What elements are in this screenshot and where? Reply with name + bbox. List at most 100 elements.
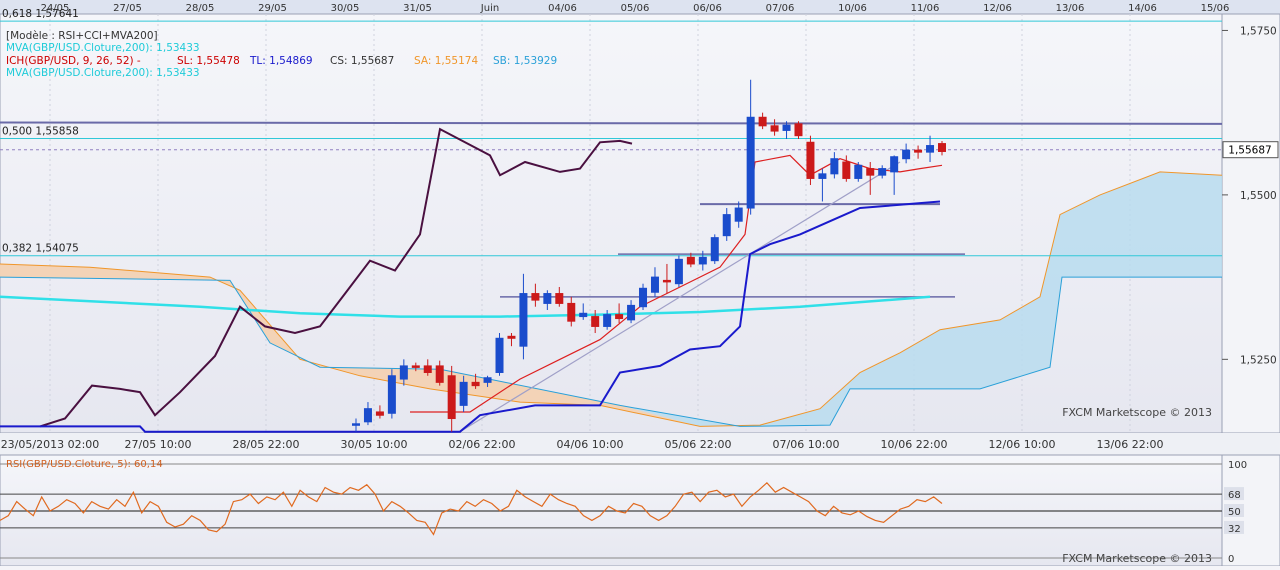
candle-up — [890, 156, 899, 173]
legend-mva: MVA(GBP/USD.Cloture,200): 1,53433 — [6, 42, 200, 54]
candle-up — [902, 149, 911, 160]
top-date-label: 12/06 — [983, 3, 1012, 14]
legend-model: [Modèle : RSI+CCI+MVA200] — [6, 30, 158, 42]
candles — [352, 79, 946, 432]
legend: [Modèle : RSI+CCI+MVA200]MVA(GBP/USD.Clo… — [6, 30, 557, 79]
kijun-sen-line — [0, 200, 941, 433]
rsi-level-label: 100 — [1228, 460, 1247, 471]
top-date-label: 31/05 — [403, 3, 432, 14]
candle-up — [483, 377, 492, 383]
candle-up — [734, 207, 743, 222]
bottom-date-label: 30/05 10:00 — [341, 438, 408, 451]
top-date-label: Juin — [480, 3, 499, 14]
candle-down — [435, 365, 444, 383]
candle-down — [806, 141, 815, 179]
top-date-label: 05/06 — [621, 3, 650, 14]
legend-sl: SL: 1,55478 — [177, 55, 240, 67]
candle-up — [926, 145, 935, 153]
top-date-label: 28/05 — [186, 3, 215, 14]
price-tick-label: 1,5500 — [1240, 190, 1277, 202]
chikou-span-line — [39, 127, 633, 428]
candle-down — [794, 123, 803, 137]
top-date-label: 07/06 — [766, 3, 795, 14]
trend-line — [459, 161, 901, 433]
price-axis — [1221, 13, 1280, 434]
candle-down — [914, 149, 923, 153]
candle-up — [830, 158, 839, 175]
candle-up — [639, 287, 648, 308]
current-price-label: 1,55687 — [1228, 145, 1271, 157]
senkou-b-line — [0, 276, 1222, 427]
legend-tl: TL: 1,54869 — [249, 55, 313, 67]
bottom-date-label: 27/05 10:00 — [125, 438, 192, 451]
rsi-line — [0, 481, 943, 536]
candle-down — [770, 125, 779, 132]
candle-down — [531, 293, 540, 301]
fib-label: 0,500 1,55858 — [2, 125, 79, 137]
price-tick-label: 1,5750 — [1240, 25, 1277, 37]
fib-label: 0,618 1,57641 — [2, 8, 79, 20]
candle-up — [854, 164, 863, 179]
top-date-strip — [0, 0, 1280, 14]
top-date-label: 15/06 — [1201, 3, 1230, 14]
cloud-bearish-fill — [0, 264, 700, 427]
candle-down — [591, 316, 600, 327]
candle-up — [722, 214, 731, 237]
rsi-indicator: 100 68 50 32 0 — [0, 460, 1247, 565]
bottom-date-label: 28/05 22:00 — [233, 438, 300, 451]
fib-levels: 0,618 1,57641 0,500 1,55858 0,382 1,54075 — [0, 8, 1223, 433]
candle-down — [866, 168, 875, 176]
current-price-box — [1222, 141, 1279, 159]
top-date-label: 14/06 — [1128, 3, 1157, 14]
bottom-date-label: 02/06 22:00 — [449, 438, 516, 451]
cloud-fill — [0, 171, 1222, 427]
candle-up — [650, 276, 659, 293]
candle-up — [579, 312, 588, 318]
top-date-label: 11/06 — [911, 3, 940, 14]
candle-down — [471, 381, 480, 387]
bottom-date-label: 10/06 22:00 — [881, 438, 948, 451]
candle-down — [447, 375, 456, 420]
top-date-label: 30/05 — [331, 3, 360, 14]
candle-down — [423, 365, 432, 373]
candle-up — [746, 116, 755, 209]
bottom-date-label: 13/06 22:00 — [1097, 438, 1164, 451]
price-tick-label: 1,5250 — [1240, 354, 1277, 366]
legend-cs: CS: 1,55687 — [330, 55, 394, 67]
mva200-line — [0, 295, 931, 318]
candle-up — [543, 293, 552, 304]
candle-up — [627, 304, 636, 321]
legend-mva-2: MVA(GBP/USD.Cloture,200): 1,53433 — [6, 67, 200, 79]
candle-up — [818, 173, 827, 179]
candle-down — [842, 161, 851, 179]
watermark-main: FXCM Marketscope © 2013 — [1062, 406, 1212, 419]
bottom-date-label: 04/06 10:00 — [557, 438, 624, 451]
candle-down — [686, 256, 695, 265]
candle-down — [938, 143, 946, 152]
watermark-rsi: FXCM Marketscope © 2013 — [1062, 552, 1212, 565]
fib-label: 0,382 1,54075 — [2, 243, 79, 255]
candle-down — [567, 302, 576, 322]
candle-up — [399, 365, 408, 380]
rsi-level-label: 32 — [1228, 524, 1241, 535]
candle-down — [375, 411, 384, 416]
top-date-label: 13/06 — [1056, 3, 1085, 14]
rsi-level-label: 50 — [1228, 507, 1241, 518]
resistance-line — [0, 121, 1223, 125]
rsi-level-box — [1224, 520, 1244, 534]
candle-down — [411, 365, 420, 368]
candle-down — [555, 293, 564, 304]
rsi-level-box — [1224, 487, 1244, 501]
top-date-label: 29/05 — [258, 3, 287, 14]
top-date-label: 24/05 — [41, 3, 70, 14]
top-date-label: 06/06 — [693, 3, 722, 14]
bottom-date-label: 07/06 10:00 — [773, 438, 840, 451]
candle-up — [519, 293, 528, 347]
candle-up — [459, 381, 468, 406]
legend-sb: SB: 1,53929 — [493, 55, 557, 67]
bottom-date-axis: 23/05/2013 02:00 27/05 10:00 28/05 22:00 30… — [1, 438, 1164, 451]
bottom-date-label: 12/06 10:00 — [989, 438, 1056, 451]
candle-up — [603, 314, 612, 327]
